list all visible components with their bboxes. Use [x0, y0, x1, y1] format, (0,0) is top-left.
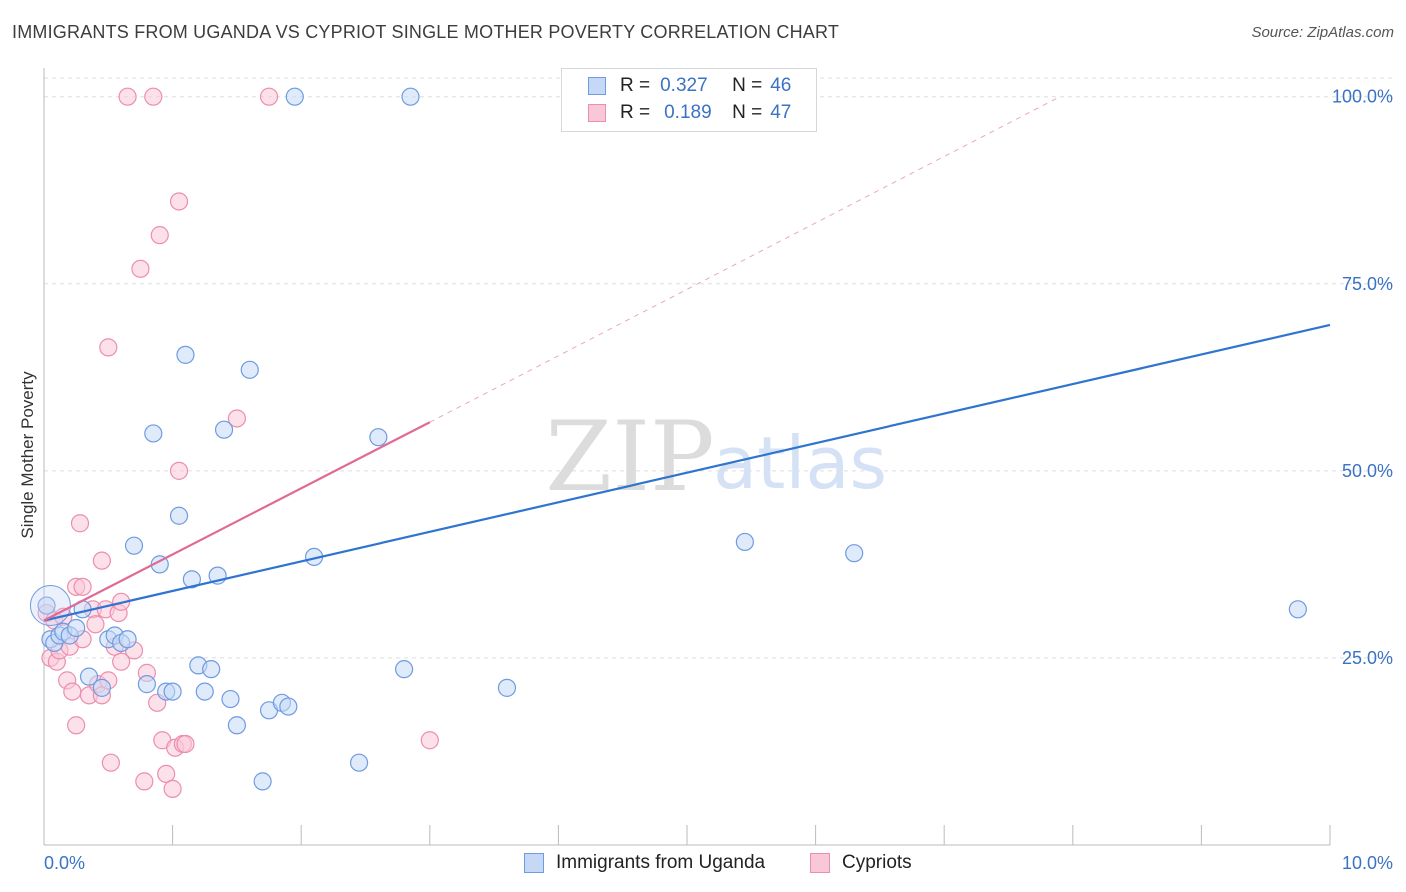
legend-n-value: 47	[770, 102, 792, 123]
point-cypriots	[73, 577, 92, 596]
point-uganda	[845, 544, 864, 563]
y-tick-label: 25.0%	[1342, 648, 1393, 668]
point-cypriots	[99, 338, 118, 357]
point-uganda-cluster	[29, 585, 71, 627]
series-cypriots	[37, 87, 439, 798]
point-cypriots	[176, 734, 195, 754]
point-uganda	[124, 536, 144, 555]
point-uganda	[285, 87, 304, 106]
point-cypriots	[92, 551, 111, 570]
legend-n-label: N =	[732, 75, 763, 96]
x-tick-label: 10.0%	[1342, 853, 1393, 873]
point-uganda	[37, 596, 56, 615]
chart-title: IMMIGRANTS FROM UGANDA VS CYPRIOT SINGLE…	[12, 22, 840, 42]
series-uganda	[29, 87, 1307, 791]
point-cypriots	[169, 461, 189, 480]
bottom-legend-swatch-uganda	[524, 853, 544, 873]
point-uganda	[240, 360, 259, 379]
point-uganda	[497, 678, 517, 697]
point-uganda	[349, 753, 369, 772]
point-cypriots	[86, 615, 105, 634]
point-cypriots	[67, 716, 86, 735]
point-uganda	[144, 424, 163, 443]
y-axis-label: Single Mother Poverty	[18, 371, 37, 539]
point-cypriots	[135, 772, 154, 791]
point-cypriots	[420, 731, 439, 750]
legend-r-value: 0.327	[660, 75, 708, 96]
legend-r-label: R =	[620, 75, 651, 96]
point-cypriots	[259, 87, 279, 106]
source-label: Source: ZipAtlas.com	[1251, 24, 1394, 41]
point-uganda	[401, 87, 420, 106]
watermark-zip: ZIP	[545, 401, 714, 513]
point-uganda	[176, 345, 195, 364]
point-uganda	[1288, 600, 1307, 619]
point-cypriots	[144, 87, 163, 106]
point-cypriots	[169, 192, 189, 211]
bottom-legend-label-cypriots: Cypriots	[842, 852, 912, 873]
point-uganda	[137, 675, 156, 694]
legend-row-uganda: R = 0.327 N = 46	[588, 75, 791, 97]
point-cypriots	[118, 87, 137, 106]
x-tick-label: 0.0%	[44, 853, 85, 873]
legend-n-value: 46	[770, 75, 792, 96]
axes	[43, 68, 1331, 846]
point-cypriots	[63, 682, 82, 701]
bottom-legend-label-uganda: Immigrants from Uganda	[556, 852, 766, 873]
point-uganda	[195, 682, 214, 701]
point-uganda	[182, 570, 201, 589]
point-cypriots	[101, 753, 120, 772]
watermark-atlas: atlas	[713, 421, 887, 505]
point-cypriots	[70, 514, 90, 533]
point-uganda	[79, 667, 99, 686]
y-tick-label: 100.0%	[1332, 87, 1393, 107]
y-tick-label: 75.0%	[1342, 274, 1393, 294]
bottom-legend-swatch-cypriots	[810, 853, 830, 873]
point-uganda	[221, 689, 240, 709]
bottom-legend-uganda: Immigrants from Uganda	[524, 852, 765, 874]
legend-n-label: N =	[732, 102, 763, 123]
point-uganda	[369, 428, 388, 447]
point-uganda	[163, 682, 182, 701]
point-uganda	[735, 532, 754, 552]
watermark: ZIP atlas	[545, 401, 887, 513]
point-uganda	[253, 772, 272, 791]
point-cypriots	[163, 779, 182, 798]
point-cypriots	[227, 409, 246, 428]
trend-line-cypriots	[43, 421, 431, 622]
point-uganda	[279, 697, 298, 716]
legend-swatch-uganda	[588, 77, 606, 95]
point-uganda	[169, 506, 189, 525]
point-cypriots	[131, 259, 150, 278]
point-uganda	[202, 660, 221, 679]
point-cypriots	[150, 226, 169, 245]
point-uganda	[118, 630, 137, 649]
y-tick-label: 50.0%	[1342, 461, 1393, 481]
trend-lines	[43, 96, 1331, 622]
bottom-legend-cypriots: Cypriots	[810, 852, 912, 874]
point-cypriots	[157, 764, 176, 784]
point-uganda	[227, 716, 246, 735]
legend-r-label: R =	[620, 102, 651, 123]
correlation-legend: R = 0.327 N = 46 R = 0.189 N = 47	[561, 68, 817, 132]
bottom-legend: Immigrants from Uganda Cypriots	[0, 852, 1406, 876]
trend-line-cypriots-extension	[429, 96, 1061, 423]
point-uganda	[67, 618, 86, 638]
point-uganda	[214, 420, 234, 439]
point-uganda	[394, 660, 414, 679]
legend-row-cypriots: R = 0.189 N = 47	[588, 102, 791, 124]
legend-swatch-cypriots	[588, 104, 606, 122]
trend-line-uganda	[43, 323, 1331, 622]
point-uganda	[92, 678, 111, 697]
point-cypriots	[112, 652, 131, 671]
legend-r-value: 0.189	[664, 102, 712, 123]
tick-labels: 25.0% 50.0% 75.0% 100.0% 0.0% 10.0%	[44, 87, 1393, 873]
